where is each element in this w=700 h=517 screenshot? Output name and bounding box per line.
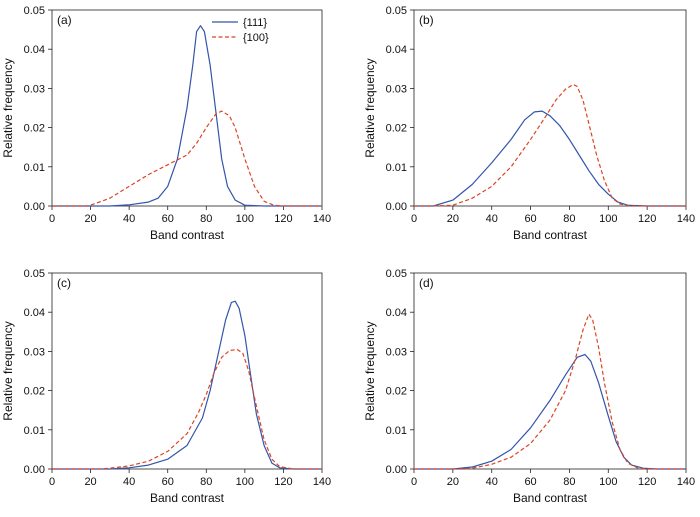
series-line-100: [414, 83, 686, 207]
x-tick-label: 120: [274, 476, 292, 488]
x-tick-label: 20: [447, 476, 459, 488]
x-tick-label: 60: [524, 213, 536, 225]
series-line-111: [414, 353, 686, 470]
y-tick-label: 0.01: [386, 425, 407, 437]
x-tick-label: 100: [599, 476, 617, 488]
y-tick-label: 0.01: [24, 162, 45, 174]
x-tick-label: 80: [200, 476, 212, 488]
x-tick-label: 20: [447, 213, 459, 225]
x-tick-label: 100: [599, 213, 617, 225]
x-tick-label: 100: [236, 476, 254, 488]
x-tick-label: 60: [524, 476, 536, 488]
y-tick-label: 0.00: [386, 464, 407, 476]
chart-panel-2: 0 20 40 60 80 100 120 140 0.00 0.01 0.02 0.03 0.04 0.…: [1, 268, 331, 505]
series-line-100: [414, 313, 686, 470]
plot-frame: [51, 9, 323, 207]
y-tick-label: 0.05: [386, 268, 407, 280]
y-tick-label: 0.04: [386, 307, 407, 319]
panel-letter: (b): [419, 13, 434, 27]
x-tick-label: 120: [274, 213, 292, 225]
series-line-111: [52, 300, 322, 470]
y-axis-label: Relative frequency: [1, 58, 15, 157]
x-tick-label: 140: [677, 213, 695, 225]
x-tick-label: 140: [677, 476, 695, 488]
y-tick-label: 0.03: [386, 83, 407, 95]
legend-label: {100}: [243, 32, 269, 44]
x-axis-label: Band contrast: [513, 491, 588, 505]
x-tick-label: 80: [563, 476, 575, 488]
x-axis-label: Band contrast: [513, 228, 588, 242]
panel-letter: (d): [419, 276, 434, 290]
y-tick-label: 0.00: [24, 464, 45, 476]
y-tick-label: 0.00: [386, 201, 407, 213]
panel-letter: (a): [57, 13, 72, 27]
x-tick-label: 40: [123, 213, 135, 225]
plot-frame: [413, 272, 687, 470]
chart-panel-0: 0 20 40 60 80 100 120 140 0.00 0.01 0.02 0.03 0.04 0.…: [1, 5, 331, 242]
x-tick-label: 80: [200, 213, 212, 225]
x-tick-label: 120: [638, 213, 656, 225]
x-axis-label: Band contrast: [150, 491, 225, 505]
y-tick-label: 0.05: [24, 5, 45, 17]
x-axis-label: Band contrast: [150, 228, 225, 242]
y-tick-label: 0.03: [24, 346, 45, 358]
x-tick-label: 20: [84, 476, 96, 488]
plot-frame: [413, 9, 687, 207]
y-tick-label: 0.03: [386, 346, 407, 358]
x-tick-label: 80: [563, 213, 575, 225]
y-tick-label: 0.01: [24, 425, 45, 437]
y-tick-label: 0.03: [24, 83, 45, 95]
plot-frame: [51, 272, 323, 470]
y-tick-label: 0.05: [386, 5, 407, 17]
x-tick-label: 60: [162, 476, 174, 488]
y-axis-label: Relative frequency: [363, 58, 377, 157]
y-tick-label: 0.05: [24, 268, 45, 280]
y-tick-label: 0.04: [386, 44, 407, 56]
y-tick-label: 0.02: [24, 386, 45, 398]
x-tick-label: 0: [411, 213, 417, 225]
x-tick-label: 20: [84, 213, 96, 225]
y-axis-label: Relative frequency: [1, 321, 15, 420]
x-tick-label: 140: [313, 213, 331, 225]
chart-panel-3: 0 20 40 60 80 100 120 140 0.00 0.01 0.02 0.03 0.04 0.…: [363, 268, 695, 505]
y-tick-label: 0.02: [386, 123, 407, 135]
series-line-100: [52, 348, 322, 470]
series-line-111: [52, 25, 322, 207]
series-line-100: [52, 110, 322, 207]
x-tick-label: 0: [49, 476, 55, 488]
x-tick-label: 40: [486, 213, 498, 225]
x-tick-label: 100: [236, 213, 254, 225]
y-tick-label: 0.04: [24, 307, 45, 319]
y-tick-label: 0.02: [24, 123, 45, 135]
chart-panel-1: 0 20 40 60 80 100 120 140 0.00 0.01 0.02 0.03 0.04 0.…: [363, 5, 695, 242]
y-tick-label: 0.01: [386, 162, 407, 174]
legend-label: {111}: [243, 17, 267, 29]
panel-letter: (c): [57, 276, 71, 290]
x-tick-label: 120: [638, 476, 656, 488]
x-tick-label: 40: [486, 476, 498, 488]
y-axis-label: Relative frequency: [363, 321, 377, 420]
x-tick-label: 40: [123, 476, 135, 488]
x-tick-label: 140: [313, 476, 331, 488]
y-tick-label: 0.04: [24, 44, 45, 56]
y-tick-label: 0.00: [24, 201, 45, 213]
series-line-111: [414, 110, 686, 207]
x-tick-label: 60: [162, 213, 174, 225]
x-tick-label: 0: [411, 476, 417, 488]
x-tick-label: 0: [49, 213, 55, 225]
y-tick-label: 0.02: [386, 386, 407, 398]
